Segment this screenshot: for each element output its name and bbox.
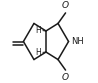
Text: H: H: [35, 26, 41, 35]
Text: O: O: [62, 1, 69, 10]
Text: NH: NH: [71, 37, 84, 46]
Text: O: O: [62, 73, 69, 82]
Text: H: H: [35, 48, 41, 57]
